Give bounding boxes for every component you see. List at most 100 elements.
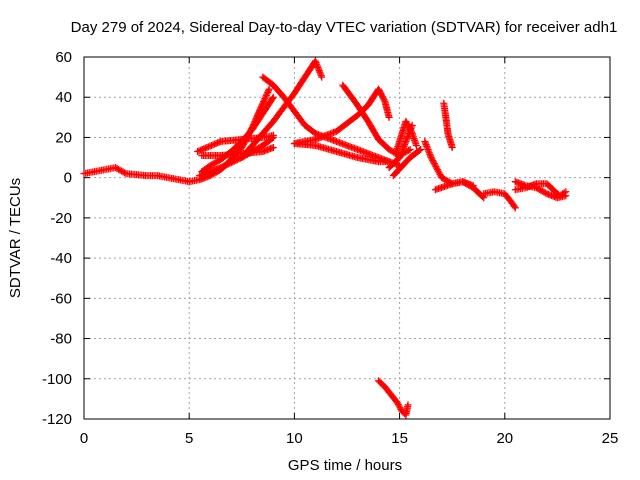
data-point	[268, 95, 276, 103]
data-point	[405, 146, 413, 154]
data-point	[121, 169, 129, 177]
data-point	[402, 117, 410, 125]
data-point	[211, 140, 219, 148]
grid-lines	[84, 57, 610, 419]
data-point	[427, 154, 435, 162]
series-arc-dip-2	[431, 178, 477, 194]
data-point	[379, 94, 387, 102]
data-point	[379, 93, 387, 101]
data-point	[269, 133, 277, 141]
data-point	[264, 88, 272, 96]
series-arc-end-3	[511, 178, 570, 202]
y-tick-label: 0	[64, 170, 72, 187]
data-point	[415, 147, 423, 155]
data-point	[385, 113, 393, 121]
data-point	[431, 161, 439, 169]
data-point	[201, 144, 209, 152]
x-tick-label: 15	[391, 430, 408, 447]
data-point	[393, 399, 401, 407]
data-point	[269, 93, 277, 101]
data-point	[562, 192, 570, 200]
series-arc-early	[80, 164, 193, 186]
y-tick-label: 60	[55, 49, 72, 66]
x-tick-label: 5	[185, 430, 193, 447]
data-point	[260, 96, 268, 104]
data-point	[406, 125, 414, 133]
data-point	[218, 163, 226, 171]
data-point	[406, 146, 414, 154]
data-point	[194, 148, 202, 156]
y-tick-label: -60	[50, 290, 72, 307]
data-point	[233, 156, 241, 164]
data-point	[269, 144, 277, 151]
axis-ticks: 0 5 10 15 20 25 -120 -100 -80 -60 -40 -20 0 20 40 60	[42, 49, 618, 447]
data-point	[436, 170, 444, 178]
data-point	[380, 96, 388, 104]
data-point	[405, 123, 413, 131]
data-point	[430, 160, 438, 168]
data-point	[394, 401, 402, 409]
data-point	[433, 164, 441, 172]
data-point	[212, 139, 220, 147]
data-point	[432, 163, 440, 171]
data-point	[448, 144, 456, 151]
data-point	[403, 120, 411, 128]
data-point	[235, 155, 243, 163]
data-point	[407, 128, 415, 136]
data-point	[262, 91, 270, 99]
x-tick-label: 10	[286, 430, 303, 447]
data-point	[206, 142, 214, 150]
data-point	[230, 157, 238, 165]
data-point	[430, 158, 438, 166]
data-point	[260, 98, 268, 106]
data-point	[214, 139, 222, 147]
x-tick-label: 25	[602, 430, 619, 447]
data-point	[375, 87, 383, 95]
series-arc-cross-up	[238, 57, 326, 162]
data-point	[376, 88, 384, 96]
data-point	[417, 146, 425, 154]
y-tick-label: -40	[50, 250, 72, 267]
data-point	[265, 85, 273, 93]
data-point	[404, 401, 412, 409]
data-point	[198, 146, 206, 154]
x-axis-label: GPS time / hours	[288, 457, 402, 474]
x-tick-label: 0	[80, 430, 88, 447]
data-point	[407, 126, 415, 134]
data-point	[378, 91, 386, 99]
data-point	[197, 146, 205, 154]
series-arc-mid-low	[290, 139, 393, 166]
data-point	[429, 157, 437, 165]
y-axis-label: SDTVAR / TECUs	[7, 178, 24, 298]
data-point	[428, 155, 436, 163]
data-point	[226, 159, 234, 167]
data-point	[318, 73, 326, 81]
data-point	[209, 141, 217, 149]
data-point	[262, 93, 270, 101]
data-point	[511, 204, 519, 212]
y-tick-label: 20	[55, 129, 72, 146]
y-tick-label: -120	[42, 411, 72, 428]
data-point	[232, 156, 240, 164]
data-points	[80, 57, 570, 419]
data-point	[510, 202, 518, 210]
data-point	[377, 90, 385, 98]
data-point	[259, 99, 267, 107]
y-tick-label: -100	[42, 371, 72, 388]
data-point	[258, 101, 266, 109]
data-point	[229, 158, 237, 166]
data-point	[396, 404, 404, 412]
series-arc-end-1	[480, 188, 519, 212]
data-point	[195, 147, 203, 155]
data-point	[217, 164, 225, 172]
data-point	[264, 87, 272, 95]
series-arc-peak-2	[290, 85, 393, 147]
series-arc-late-2	[391, 117, 420, 158]
data-point	[469, 182, 477, 190]
data-point	[203, 144, 211, 151]
data-point	[224, 160, 232, 168]
data-point	[200, 145, 208, 153]
y-tick-label: -80	[50, 331, 72, 348]
data-point	[404, 122, 412, 130]
